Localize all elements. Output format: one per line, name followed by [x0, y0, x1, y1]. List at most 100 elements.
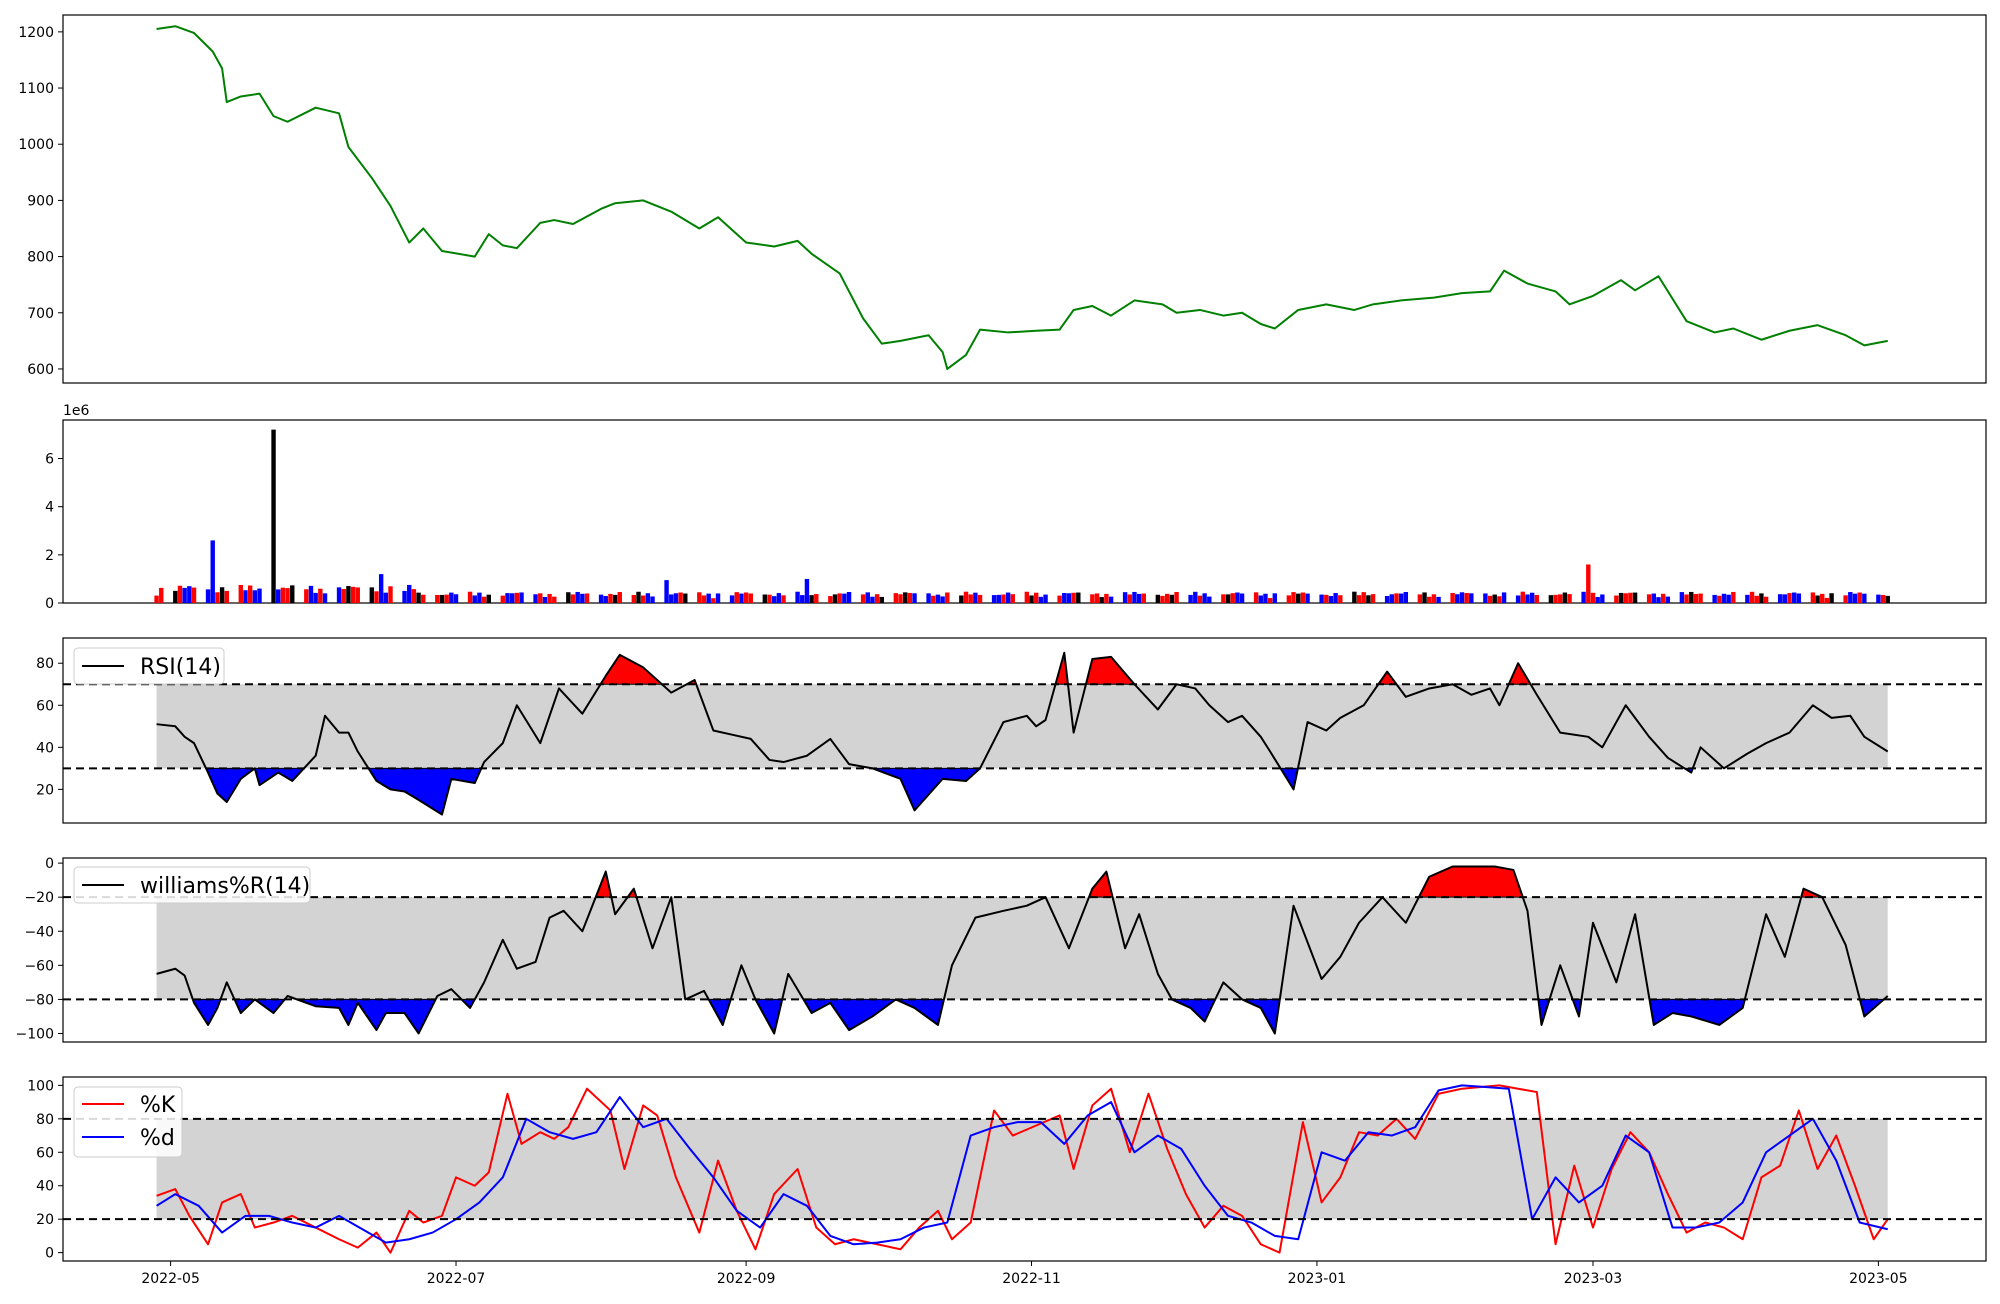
volume-bar: [533, 594, 538, 603]
volume-bar: [940, 596, 945, 603]
volume-bar: [182, 587, 187, 603]
volume-bar: [842, 593, 847, 603]
volume-bar: [697, 592, 702, 603]
volume-bar: [837, 593, 842, 603]
volume-bar: [1033, 592, 1039, 603]
volume-bar: [1239, 593, 1245, 603]
volume-bar: [865, 592, 870, 603]
volume-bar: [435, 595, 440, 603]
price-y-axis: 600 700 800 900 1000 1100 1200: [18, 25, 63, 378]
volume-bar: [1094, 593, 1100, 603]
x-tick-label: 2023-01: [1288, 1271, 1347, 1287]
volume-bar: [1628, 592, 1633, 603]
volume-bar: [1880, 594, 1886, 603]
volume-bar: [1646, 594, 1652, 603]
volume-bar: [973, 592, 978, 603]
volume-bar: [1885, 595, 1890, 603]
volume-bar: [1038, 596, 1044, 603]
volume-bar: [1595, 596, 1600, 603]
stochastic-neutral-band: [156, 1118, 1888, 1220]
volume-bar: [318, 588, 323, 603]
volume-bar: [1127, 594, 1132, 603]
volume-bar: [1029, 595, 1034, 603]
williams-legend-label: williams%R(14): [140, 874, 310, 899]
volume-bar: [734, 592, 739, 603]
volume-bar: [215, 592, 220, 603]
volume-bar: [1328, 596, 1334, 603]
volume-bar: [552, 596, 557, 603]
stochastic-y-tick-label: 40: [36, 1179, 54, 1195]
volume-bar: [252, 590, 258, 603]
williams-neutral-band: [156, 897, 1888, 1000]
volume-bar: [439, 594, 445, 603]
williams-oversold-fill: [1241, 998, 1281, 1036]
volume-y-axis: 0 2 4 6: [45, 452, 63, 612]
volume-bar: [1427, 596, 1432, 603]
volume-bar: [1188, 594, 1193, 603]
volume-bar: [598, 594, 604, 603]
volume-bar: [1558, 594, 1563, 603]
williams-y-tick-label: −80: [24, 992, 54, 1008]
volume-bar: [1469, 593, 1474, 603]
volume-bar: [1062, 593, 1067, 603]
volume-bar: [1230, 593, 1235, 603]
williams-y-tick-label: −60: [24, 958, 54, 974]
volume-bar: [739, 593, 744, 603]
volume-bar: [1562, 592, 1568, 603]
d-line: [156, 1084, 1888, 1246]
volume-bar: [1132, 591, 1137, 603]
volume-bar: [1829, 593, 1834, 603]
volume-bar: [1567, 594, 1572, 603]
volume-bar: [1581, 591, 1586, 603]
volume-bar: [926, 593, 931, 603]
volume-bar: [1483, 593, 1488, 603]
williams-y-tick-label: −40: [24, 924, 54, 940]
rsi-y-tick-label: 20: [36, 782, 54, 798]
volume-bar: [846, 591, 852, 603]
volume-bar: [322, 593, 328, 603]
x-tick-label: 2023-03: [1564, 1271, 1623, 1287]
stochastic-y-axis: 0 20 40 60 80 100: [27, 1078, 63, 1262]
stochastic-panel-frame: [62, 1076, 1987, 1262]
volume-bar: [1501, 592, 1507, 603]
volume-bar: [1193, 591, 1198, 603]
volume-bar: [640, 595, 646, 603]
x-tick-label: 2022-05: [141, 1271, 200, 1287]
volume-bar: [1001, 594, 1006, 603]
volume-bar: [706, 593, 711, 603]
rsi-plot-area: [63, 651, 1986, 816]
price-panel-frame: [62, 14, 1987, 384]
volume-bar: [1010, 594, 1016, 603]
volume-bar: [608, 593, 613, 603]
volume-bar: [210, 540, 215, 603]
volume-bar: [1618, 592, 1624, 603]
volume-bar: [402, 590, 407, 603]
volume-bar: [701, 595, 707, 603]
volume-bar: [1529, 592, 1535, 603]
volume-bar: [617, 592, 622, 603]
volume-bar: [1258, 595, 1263, 603]
williams-plot-area: [63, 865, 1986, 1036]
volume-bar: [1417, 594, 1423, 603]
volume-bar: [860, 594, 866, 603]
volume-bar: [1202, 593, 1207, 603]
d-legend-label: %d: [140, 1126, 175, 1151]
volume-bar: [346, 586, 351, 603]
volume-bar: [683, 593, 688, 603]
williams-panel: −100 −80 −60 −40 −20 0 williams%R(14): [16, 856, 1987, 1043]
volume-bar: [1525, 594, 1530, 603]
volume-bar: [902, 592, 908, 603]
volume-bar: [1272, 593, 1278, 603]
volume-bar: [1160, 595, 1165, 603]
volume-bar: [421, 594, 426, 603]
x-tick-label: 2022-07: [427, 1271, 486, 1287]
volume-bar: [1459, 592, 1465, 603]
volume-bar: [748, 593, 753, 603]
volume-bar: [1384, 596, 1390, 603]
volume-bar: [383, 592, 389, 603]
volume-bar: [444, 594, 449, 603]
volume-panel: 1e6 0 2 4 6: [45, 403, 1987, 612]
volume-bar: [1796, 593, 1802, 603]
volume-bar: [584, 593, 590, 603]
volume-multiplier-label: 1e6: [63, 403, 90, 419]
